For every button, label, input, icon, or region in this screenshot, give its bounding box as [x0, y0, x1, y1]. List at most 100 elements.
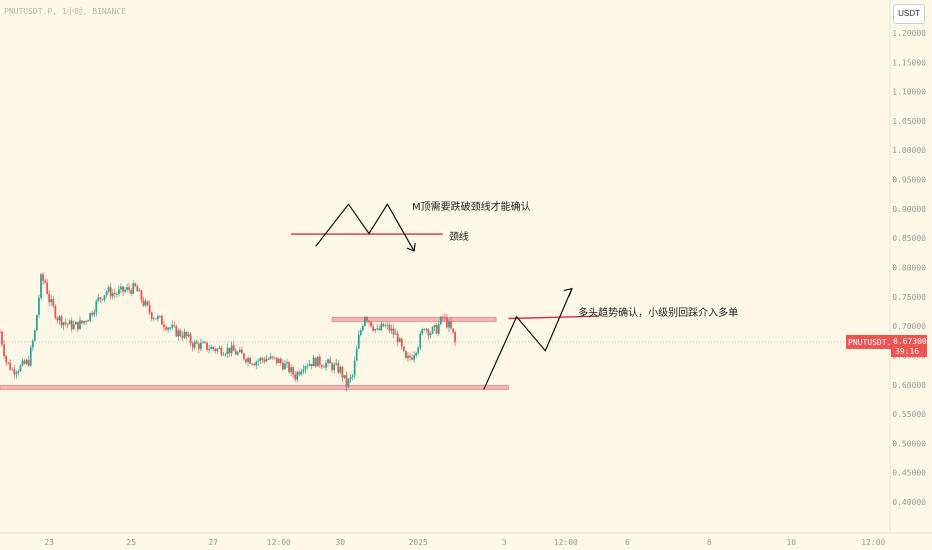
- candle: [425, 327, 428, 333]
- y-tick-label: 1.20000: [892, 29, 926, 38]
- candle: [23, 359, 26, 365]
- candle-body: [439, 316, 442, 325]
- candle-body: [150, 312, 153, 319]
- y-tick-label: 1.00000: [892, 146, 926, 155]
- candle-body: [42, 274, 44, 281]
- bullish-arrow-head: [563, 287, 573, 297]
- x-tick-label: 23: [44, 538, 54, 547]
- candle-body: [165, 327, 167, 330]
- candle-body: [140, 290, 143, 301]
- candle-body: [251, 363, 254, 365]
- candle: [150, 311, 153, 322]
- candle: [105, 289, 108, 298]
- candle: [417, 346, 420, 355]
- candle-body: [173, 324, 176, 326]
- candle-body: [316, 356, 319, 367]
- candle-body: [89, 313, 92, 321]
- support-zone[interactable]: [0, 384, 509, 390]
- candle: [142, 296, 145, 307]
- candle: [427, 328, 430, 340]
- candle: [302, 364, 305, 375]
- candle-body: [269, 356, 272, 359]
- candle-body: [200, 342, 202, 349]
- candle-body: [74, 321, 77, 325]
- candle-body: [113, 293, 116, 295]
- candle-body: [120, 286, 122, 290]
- candle: [11, 367, 14, 371]
- candle: [48, 290, 51, 307]
- candle-body: [292, 367, 295, 375]
- x-tick-label: 27: [208, 538, 218, 547]
- candle-body: [204, 342, 206, 344]
- candle-body: [36, 314, 38, 331]
- candle-body: [46, 282, 49, 294]
- candle-body: [253, 364, 256, 366]
- candle-body: [56, 317, 59, 321]
- candle-body: [241, 349, 243, 354]
- candle: [411, 354, 413, 361]
- candle: [443, 313, 446, 321]
- candle-body: [335, 363, 338, 365]
- resistance-zone[interactable]: [331, 316, 497, 322]
- candle: [68, 319, 71, 325]
- candle: [433, 324, 436, 331]
- candle-body: [302, 369, 305, 372]
- candle: [31, 338, 34, 352]
- candle-body: [257, 360, 260, 362]
- candle-body: [327, 359, 329, 364]
- candle: [177, 327, 180, 341]
- bullish-annotation: 多头趋势确认，小级别回踩介入多单: [578, 306, 738, 319]
- candle-body: [304, 366, 307, 370]
- candle-body: [300, 371, 303, 375]
- candle: [220, 345, 223, 358]
- target-resistance-line[interactable]: [508, 315, 599, 320]
- candle: [33, 329, 36, 342]
- candle-body: [232, 345, 235, 351]
- candle: [396, 330, 399, 347]
- candle-body: [138, 290, 141, 292]
- candle-body: [341, 366, 344, 378]
- candle-body: [337, 363, 340, 373]
- candle: [398, 337, 401, 343]
- candle: [62, 321, 65, 331]
- candle: [306, 362, 309, 370]
- candle-body: [77, 321, 79, 330]
- candle: [183, 328, 186, 340]
- candle-body: [23, 360, 26, 364]
- candle-body: [357, 334, 360, 349]
- candle: [327, 358, 329, 368]
- candle: [154, 318, 157, 320]
- m-top-path[interactable]: [315, 203, 415, 252]
- candle-body: [361, 325, 364, 331]
- candle: [355, 345, 358, 361]
- bullish-path[interactable]: [483, 288, 573, 390]
- candle: [310, 363, 313, 370]
- candle: [226, 343, 229, 359]
- candle-body: [163, 324, 165, 328]
- candle: [359, 328, 362, 337]
- candle: [347, 378, 350, 389]
- candle-body: [171, 324, 174, 328]
- candle-body: [208, 349, 210, 351]
- candle: [370, 321, 372, 328]
- candle: [218, 345, 221, 350]
- candle-body: [273, 357, 276, 359]
- candle: [286, 358, 288, 368]
- candle: [421, 327, 424, 335]
- candle-body: [216, 348, 219, 352]
- x-tick-label: 6: [625, 538, 630, 547]
- candle: [288, 360, 290, 375]
- candle-body: [400, 338, 403, 347]
- candle: [120, 283, 122, 294]
- candle-body: [372, 326, 374, 331]
- y-tick-label: 0.80000: [892, 263, 926, 272]
- candle-body: [366, 317, 368, 321]
- candle-body: [97, 297, 100, 301]
- candle: [245, 357, 247, 365]
- candle-body: [44, 280, 46, 283]
- candle: [50, 294, 53, 307]
- candle: [95, 299, 98, 317]
- candle-body: [91, 313, 94, 315]
- currency-selector[interactable]: USDT: [893, 4, 925, 24]
